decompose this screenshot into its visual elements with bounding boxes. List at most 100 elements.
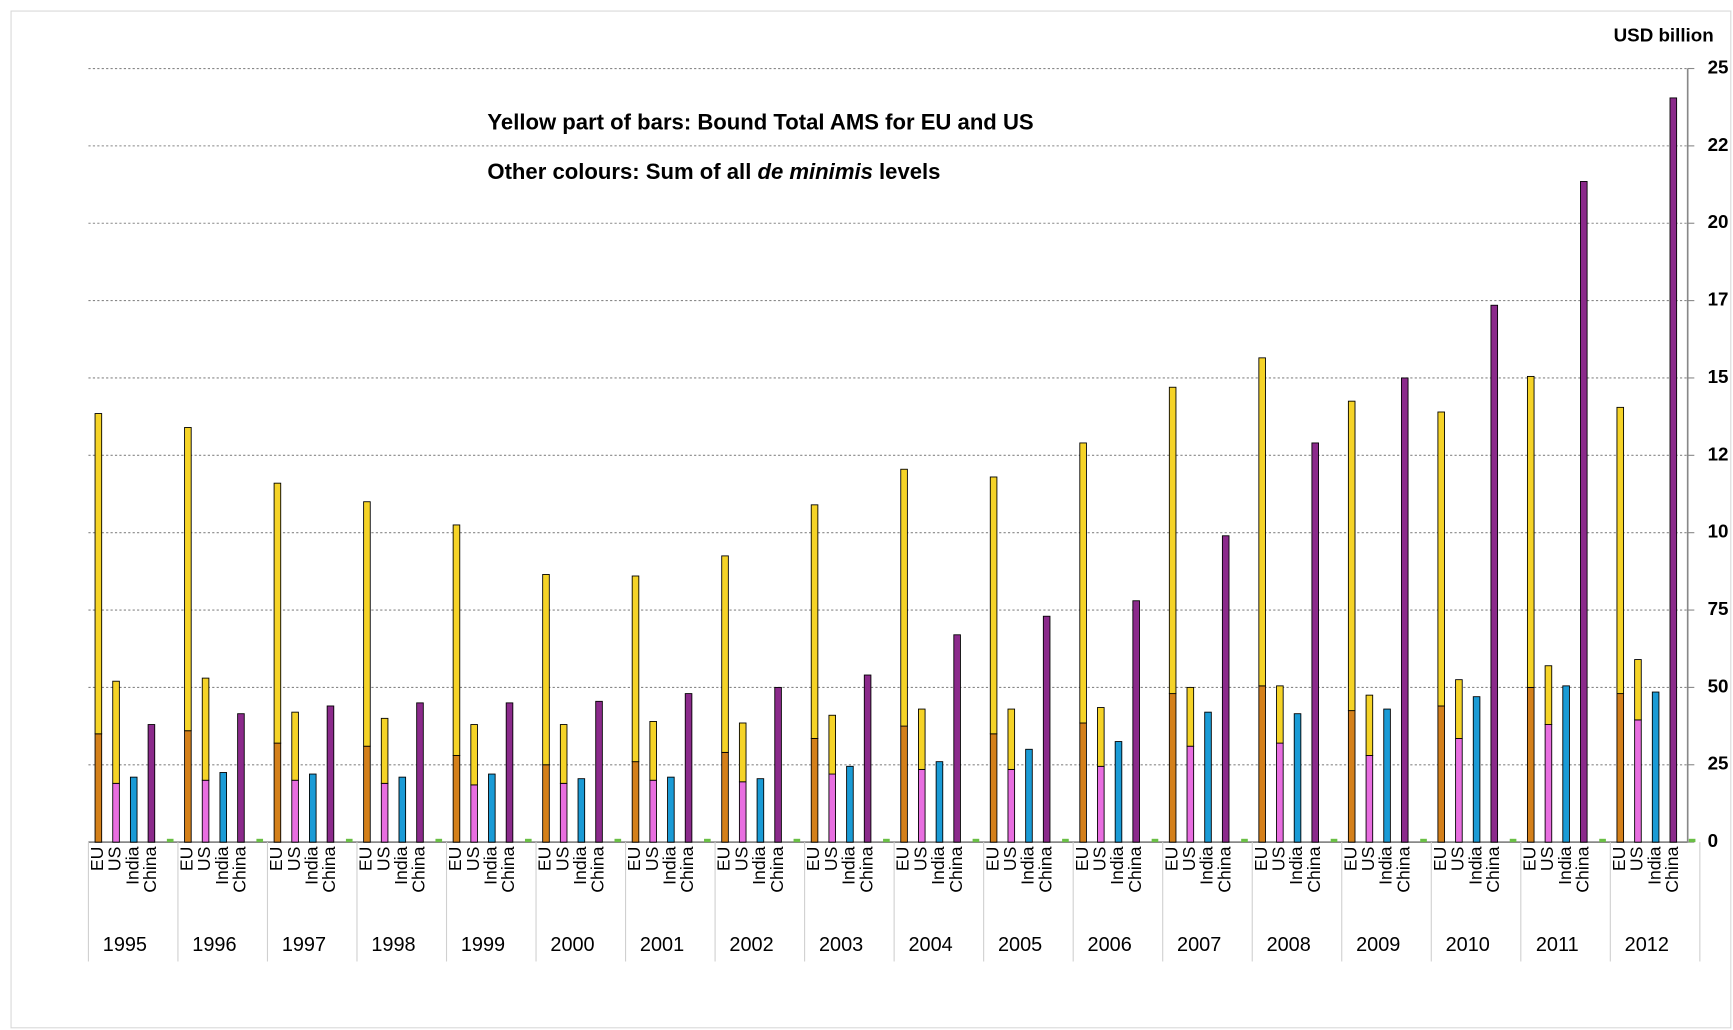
gap-marker <box>1330 838 1338 843</box>
y-tick-label: 17 <box>1708 289 1729 310</box>
bar-label: EU <box>624 847 644 872</box>
bar-segment <box>273 742 282 843</box>
x-tick-label: 2004 <box>908 934 952 956</box>
bar-segment <box>1634 719 1642 843</box>
bar-label: EU <box>177 847 197 872</box>
bar-segment <box>1544 665 1553 725</box>
bar-label: US <box>731 847 751 872</box>
bar-segment <box>1204 711 1212 843</box>
bar-segment <box>1079 722 1087 843</box>
bar-label: US <box>1089 847 1109 872</box>
bar-segment <box>828 714 836 775</box>
bar-segment <box>863 674 872 843</box>
bar-label: US <box>284 847 304 872</box>
x-tick-label: 2012 <box>1625 934 1669 956</box>
bar-label: US <box>1269 847 1289 872</box>
bar-segment <box>1383 708 1391 843</box>
bar-segment <box>595 700 603 843</box>
unit-label: USD billion <box>1614 24 1714 45</box>
bar-segment <box>94 733 103 843</box>
bar-segment <box>738 722 747 783</box>
bar-segment <box>237 713 245 843</box>
x-tick-label: 2000 <box>550 934 594 956</box>
bar-segment <box>631 575 640 763</box>
bar-label: India <box>660 846 680 884</box>
gap-marker <box>345 838 353 843</box>
bar-label: EU <box>1251 847 1271 872</box>
x-tick-label: 2003 <box>819 934 863 956</box>
bar-label: EU <box>1609 847 1629 872</box>
bar-segment <box>363 501 371 747</box>
bar-segment <box>470 784 478 843</box>
bar-segment <box>1472 696 1481 843</box>
bar-label: EU <box>1072 847 1092 872</box>
bar-label: China <box>230 846 250 892</box>
bar-segment <box>129 776 138 843</box>
x-tick-label: 2009 <box>1356 934 1400 956</box>
bar-label: India <box>480 846 500 884</box>
x-tick-label: 2005 <box>998 934 1042 956</box>
bar-label: EU <box>982 847 1002 872</box>
bar-segment <box>1400 377 1409 843</box>
bar-segment <box>989 476 998 735</box>
bar-segment <box>1634 659 1642 721</box>
bar-label: China <box>319 846 339 892</box>
bar-segment <box>291 779 299 843</box>
x-tick-label: 1997 <box>282 934 326 956</box>
bar-segment <box>1258 685 1266 843</box>
bar-label: EU <box>87 847 107 872</box>
bar-segment <box>667 776 675 843</box>
bar-label: US <box>1537 847 1557 872</box>
annotation: Other colours: Sum of all de minimis lev… <box>487 159 940 184</box>
y-tick-label: 75 <box>1708 598 1729 619</box>
bar-segment <box>649 779 657 843</box>
bar-segment <box>1007 708 1016 770</box>
bar-segment <box>201 677 210 781</box>
bar-label: EU <box>1430 847 1450 872</box>
bar-segment <box>184 427 192 732</box>
bar-segment <box>1097 707 1105 767</box>
bar-segment <box>326 705 335 843</box>
gap-marker <box>1599 838 1606 843</box>
bar-label: China <box>588 846 608 892</box>
bar-segment <box>1132 600 1140 843</box>
bar-segment <box>416 702 424 843</box>
bar-segment <box>470 724 478 786</box>
bar-segment <box>684 693 693 843</box>
bar-segment <box>631 761 640 843</box>
bar-segment <box>1455 679 1463 739</box>
bar-segment <box>1168 386 1177 695</box>
bar-label: India <box>1286 846 1306 884</box>
bar-segment <box>1042 615 1051 843</box>
bar-label: US <box>642 847 662 872</box>
gap-marker <box>1241 838 1248 843</box>
bar-segment <box>721 751 729 843</box>
bar-label: China <box>1483 846 1503 892</box>
bar-segment <box>1186 745 1195 843</box>
bar-label: China <box>856 846 876 892</box>
bar-segment <box>828 773 836 843</box>
bar-label: EU <box>893 847 913 872</box>
bar-label: China <box>498 846 518 892</box>
bar-label: US <box>194 847 214 872</box>
bar-label: India <box>1197 846 1217 884</box>
bar-segment <box>810 504 819 739</box>
bar-label: EU <box>1519 847 1539 872</box>
bar-segment <box>398 776 407 843</box>
gap-marker <box>704 838 711 843</box>
bar-segment <box>1437 705 1445 843</box>
x-tick-label: 2007 <box>1177 934 1221 956</box>
bar-segment <box>918 708 926 770</box>
y-tick-label: 0 <box>1708 830 1718 851</box>
bar-segment <box>900 468 908 727</box>
bar-segment <box>559 724 568 784</box>
bar-segment <box>1168 693 1177 843</box>
bar-label: India <box>570 846 590 884</box>
bar-label: US <box>552 847 572 872</box>
bar-segment <box>1616 693 1625 843</box>
bar-label: India <box>301 846 321 884</box>
bar-label: India <box>1107 846 1127 884</box>
bar-label: US <box>463 847 483 872</box>
bar-segment <box>810 738 819 843</box>
